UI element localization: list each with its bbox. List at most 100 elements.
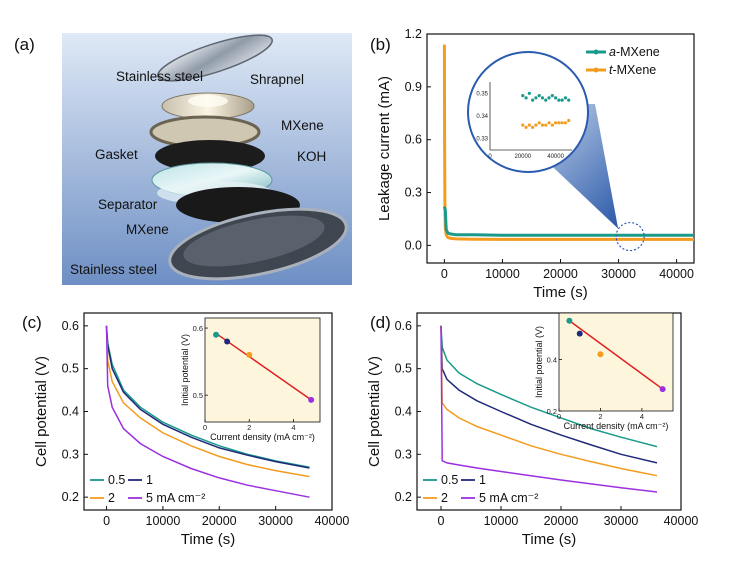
chart-d-xtick-label: 40000 xyxy=(664,514,699,528)
chart-c-inset-point xyxy=(224,338,231,345)
chart-d-inset-ytick-label: 0.2 xyxy=(547,407,557,416)
chart-c-xtick-label: 10000 xyxy=(146,514,181,528)
chart-b-x-axis-title: Time (s) xyxy=(533,284,587,301)
chart-c-inset-ytick-label: 0.6 xyxy=(193,324,203,333)
chart-b-legend-marker xyxy=(593,49,599,55)
chart-b-inset-ytick-label: 0.35 xyxy=(476,91,488,97)
chart-b-inset-point xyxy=(524,96,528,100)
chart-d-ytick-label: 0.4 xyxy=(395,405,412,419)
chart-d-ytick-label: 0.6 xyxy=(395,319,412,333)
chart-b-ytick-label: 0.3 xyxy=(405,186,422,200)
chart-b-inset-point xyxy=(531,125,535,129)
chart-b-inset-point xyxy=(540,123,545,127)
chart-b-inset-point xyxy=(531,98,535,102)
bottom-steel-can-inner xyxy=(183,215,325,267)
chart-d-inset-xtick-label: 2 xyxy=(598,412,602,421)
chart-d-inset-frame xyxy=(558,312,674,412)
chart-c-ytick-label: 0.4 xyxy=(62,405,79,419)
chart-d-inset-point xyxy=(659,386,666,393)
label-gasket: Gasket xyxy=(95,147,138,162)
label-top-stainless-steel: Stainless steel xyxy=(116,69,203,84)
chart-b-zoom-circle xyxy=(615,221,645,252)
mxene-top-shape xyxy=(155,140,265,172)
label-bottom-stainless-steel: Stainless steel xyxy=(70,262,157,277)
chart-d-inset-point xyxy=(576,330,583,337)
chart-c-ytick-label: 0.3 xyxy=(62,447,79,461)
chart-b-zoom-cone xyxy=(486,104,619,229)
chart-c-xtick-label: 30000 xyxy=(258,514,293,528)
chart-b-legend-prefix: a xyxy=(609,45,616,59)
chart-b-legend-suffix: -MXene xyxy=(612,63,656,77)
chart-b-inset-point xyxy=(527,91,531,95)
panel-a-label: (a) xyxy=(14,35,35,54)
chart-d-inset-y-title: Initial potential (V) xyxy=(534,326,544,398)
chart-c-legend-label: 0.5 xyxy=(108,473,125,487)
chart-b-series-MXene-t xyxy=(442,44,694,241)
chart-b-inset-point xyxy=(567,98,571,102)
label-mxene-top: MXene xyxy=(281,118,324,133)
chart-c-legend-label: 1 xyxy=(146,473,153,487)
chart-b-series-MXene-a xyxy=(442,206,694,237)
chart-b-inset-point xyxy=(567,118,571,123)
chart-c-ytick-label: 0.6 xyxy=(62,319,79,333)
chart-b-ytick-label: 1.2 xyxy=(405,27,422,41)
chart-d-xtick-label: 20000 xyxy=(544,514,579,528)
chart-d-legend-label: 0.5 xyxy=(441,473,458,487)
chart-b-series-group xyxy=(442,44,694,241)
chart-b-inset-point xyxy=(524,125,528,129)
chart-b: 0 10000 20000 30000 40000 0.0 0.3 0.6 0.9 1.2 Time… xyxy=(376,27,695,301)
top-steel-cap-shape xyxy=(157,34,273,82)
chart-b-inset-point xyxy=(554,121,558,125)
chart-b-xtick-label: 0 xyxy=(441,267,448,281)
chart-c-legend-label: 2 xyxy=(108,491,115,505)
chart-b-legend-suffix: -MXene xyxy=(616,45,660,59)
label-shrapnel: Shrapnel xyxy=(250,72,304,87)
chart-d-ytick-label: 0.2 xyxy=(395,490,412,504)
chart-d-ytick-label: 0.5 xyxy=(395,362,412,376)
panel-a: (a) Stainless steel Shrapnel MXene Gaske… xyxy=(14,33,352,285)
chart-d: 0 10000 20000 30000 40000 0.2 0.3 0.4 0.5 0.6 Time… xyxy=(366,312,699,548)
panel-c-label: (c) xyxy=(22,313,42,332)
chart-c-series-5 xyxy=(105,325,310,498)
chart-c-ytick-label: 0.5 xyxy=(62,362,79,376)
chart-c-inset-x-title: Current density (mA cm⁻²) xyxy=(210,432,315,442)
chart-b-legend-prefix: t xyxy=(609,63,613,77)
chart-b-inset-ytick-label: 0.34 xyxy=(476,114,488,120)
chart-b-inset-circle xyxy=(467,51,589,173)
chart-b-inset-point xyxy=(550,94,554,98)
chart-b-inset-xtick-label: 40000 xyxy=(547,154,564,160)
chart-c-legend-label: 5 mA cm⁻² xyxy=(146,491,205,505)
chart-b-xtick-label: 20000 xyxy=(543,267,578,281)
chart-c-ytick-label: 0.2 xyxy=(62,490,79,504)
chart-d-x-axis-title: Time (s) xyxy=(522,531,576,548)
chart-c-inset-xtick-label: 0 xyxy=(203,423,207,432)
chart-d-series-0.5 xyxy=(440,325,658,448)
chart-d-y-axis-title: Cell potential (V) xyxy=(366,356,383,467)
chart-b-inset-point xyxy=(563,121,568,125)
label-mxene-bottom: MXene xyxy=(126,222,169,237)
chart-b-inset-point xyxy=(540,96,545,100)
chart-d-legend-label: 1 xyxy=(479,473,486,487)
chart-b-xtick-label: 30000 xyxy=(601,267,636,281)
chart-b-legend-label: a-MXene xyxy=(609,45,660,59)
chart-c-inset-xtick-label: 2 xyxy=(247,423,251,432)
chart-b-inset-point xyxy=(550,123,554,127)
chart-d-xtick-label: 30000 xyxy=(604,514,639,528)
chart-c-x-axis-title: Time (s) xyxy=(181,531,235,548)
shrapnel-dome xyxy=(188,95,228,107)
chart-b-legend-label: t-MXene xyxy=(609,63,656,77)
chart-c-inset-point xyxy=(213,331,220,338)
chart-b-inset-point xyxy=(521,94,525,98)
chart-b-inset-point xyxy=(560,121,564,125)
chart-c-series-2 xyxy=(105,325,310,478)
chart-d-inset-xtick-label: 4 xyxy=(640,412,644,421)
chart-d-ytick-label: 0.3 xyxy=(395,447,412,461)
chart-d-inset-point xyxy=(597,351,604,358)
chart-b-inset-point xyxy=(544,123,548,127)
chart-c-xtick-label: 40000 xyxy=(315,514,350,528)
chart-b-inset-point xyxy=(544,98,548,102)
chart-b-inset-xtick-label: 0 xyxy=(488,154,492,160)
chart-d-legend-label: 2 xyxy=(441,491,448,505)
chart-b-inset-xtick-label: 20000 xyxy=(514,154,531,160)
chart-b-inset-point xyxy=(534,123,538,127)
